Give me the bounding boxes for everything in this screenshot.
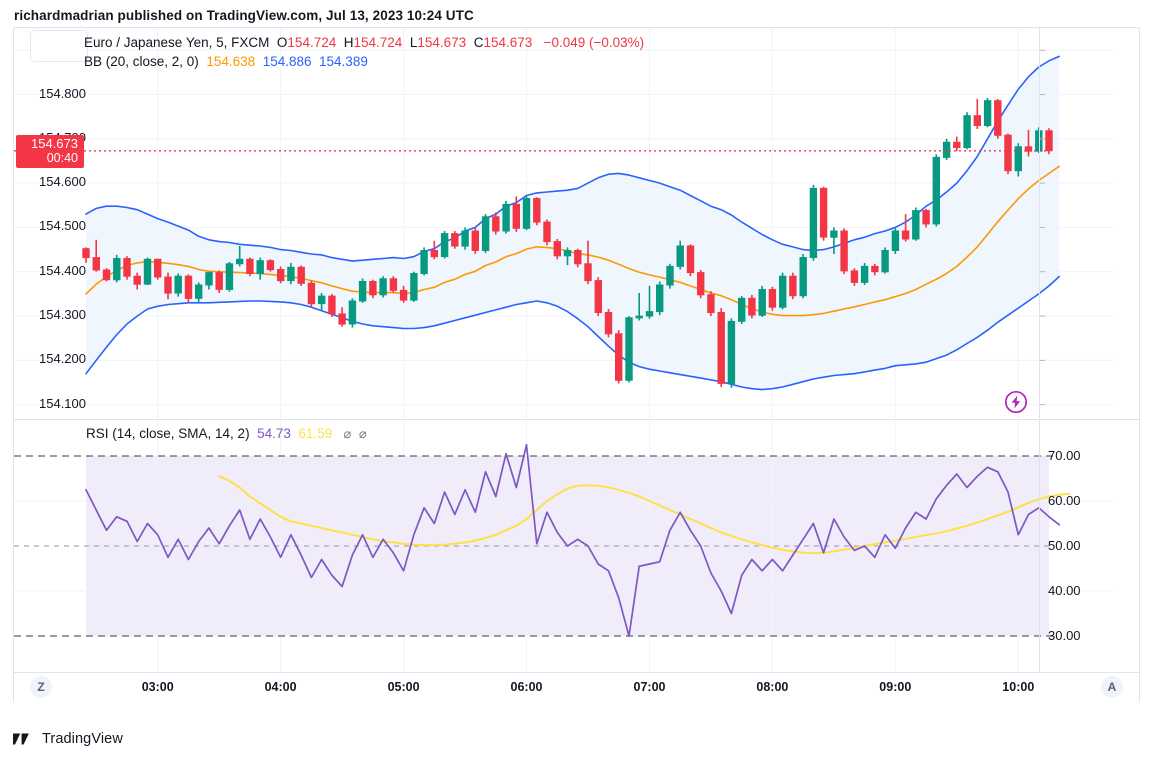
legend-high-value: 154.724	[353, 35, 403, 50]
price-plot-area[interactable]	[14, 28, 1114, 418]
bar-countdown: 00:40	[46, 150, 78, 165]
time-axis-label: 06:00	[510, 680, 543, 694]
time-axis-label: 08:00	[756, 680, 789, 694]
legend-open-value: 154.724	[287, 35, 337, 50]
legend-low-key: L	[409, 35, 418, 50]
auto-scale-badge[interactable]: A	[1101, 676, 1123, 698]
time-axis-label: 09:00	[879, 680, 912, 694]
legend-low-value: 154.673	[417, 35, 467, 50]
price-pane: 154.900154.800154.700154.600154.500154.4…	[14, 28, 1139, 418]
rsi-axis-label: 40.00	[1048, 583, 1081, 598]
price-axis-label: 154.300	[39, 307, 86, 323]
price-axis-label: 154.800	[39, 85, 86, 101]
legend-bb-row: BB (20, close, 2, 0) 154.638 154.886 154…	[84, 52, 644, 71]
attribution-line: richardmadrian published on TradingView.…	[14, 8, 474, 23]
legend-close-key: C	[473, 35, 484, 50]
current-price-value: 154.673	[31, 135, 78, 151]
rsi-axis-label: 70.00	[1048, 448, 1081, 463]
rsi-axis[interactable]: 70.00 60.00 50.00 40.00 30.00	[1039, 420, 1139, 673]
rsi-legend-value: 54.73	[257, 426, 291, 441]
legend-bb-lower: 154.389	[319, 54, 368, 69]
rsi-axis-label: 50.00	[1048, 538, 1081, 553]
time-axis-label: 10:00	[1002, 680, 1035, 694]
current-price-tag: 154.673 00:40	[16, 134, 84, 168]
rsi-legend-name: RSI (14, close, SMA, 14, 2)	[86, 426, 250, 441]
time-axis-label: 04:00	[264, 680, 297, 694]
symbol-thumbnail	[30, 30, 88, 62]
tradingview-logo-icon	[13, 731, 35, 747]
price-axis-label: 154.100	[39, 395, 86, 411]
rsi-legend-sma-value: 61.59	[298, 426, 333, 441]
legend-ohlc-row: Euro / Japanese Yen, 5, FXCM O154.724 H1…	[84, 33, 644, 52]
rsi-chart-svg	[14, 420, 1114, 672]
price-chart-svg	[14, 28, 1114, 418]
legend-open-key: O	[276, 35, 288, 50]
time-axis[interactable]: Z 03:00 04:00 05:00 06:00 07:00 08:00 09:00 10:…	[14, 672, 1139, 703]
rsi-pane: 70.00 60.00 50.00 40.00 30.00 RSI (14, close…	[14, 419, 1139, 673]
price-axis-label: 154.600	[39, 174, 86, 190]
legend-bb-basis: 154.638	[206, 54, 256, 69]
legend-bb-name: BB (20, close, 2, 0)	[84, 54, 199, 69]
price-axis-label: 154.400	[39, 262, 86, 278]
rsi-axis-label: 30.00	[1048, 628, 1081, 643]
price-axis[interactable]	[1039, 28, 1139, 418]
time-axis-label: 05:00	[387, 680, 420, 694]
rsi-axis-label: 60.00	[1048, 493, 1081, 508]
time-axis-label: 07:00	[633, 680, 666, 694]
rsi-plot-area[interactable]	[14, 420, 1114, 673]
price-axis-label: 154.200	[39, 351, 86, 367]
rsi-legend: RSI (14, close, SMA, 14, 2) 54.73 61.59 …	[86, 426, 367, 442]
time-axis-label: 03:00	[141, 680, 174, 694]
legend-high-key: H	[343, 35, 354, 50]
lightning-bolt-icon[interactable]	[1004, 390, 1028, 414]
rsi-legend-placeholder-1: ⌀	[343, 426, 352, 441]
legend-symbol: Euro / Japanese Yen, 5, FXCM	[84, 35, 270, 50]
tradingview-brand-label: TradingView	[42, 731, 123, 747]
price-axis-label: 154.500	[39, 218, 86, 234]
price-axis-ticks	[1040, 49, 1045, 406]
legend-close-value: 154.673	[483, 35, 533, 50]
price-legend: Euro / Japanese Yen, 5, FXCM O154.724 H1…	[84, 33, 644, 71]
attribution-text: richardmadrian published on TradingView.…	[14, 8, 474, 23]
rsi-legend-placeholder-2: ⌀	[358, 426, 367, 441]
timezone-badge[interactable]: Z	[30, 676, 52, 698]
legend-change: −0.049 (−0.03%)	[543, 35, 645, 50]
footer: TradingView	[13, 731, 123, 747]
legend-bb-upper: 154.886	[262, 54, 312, 69]
chart-frame: 154.900154.800154.700154.600154.500154.4…	[13, 27, 1140, 703]
